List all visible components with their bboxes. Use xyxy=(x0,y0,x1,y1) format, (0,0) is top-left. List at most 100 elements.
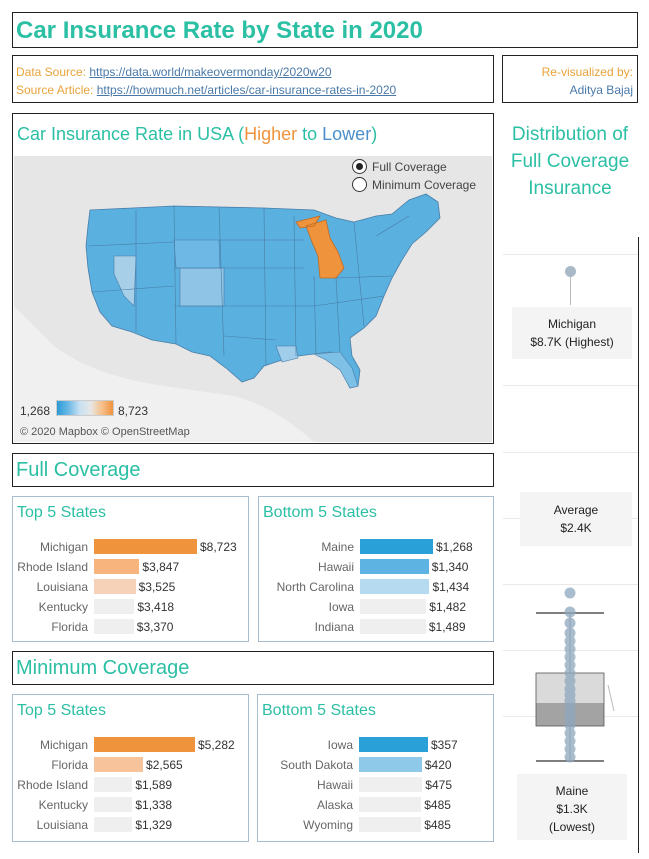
min-top5-title: Top 5 States xyxy=(17,702,106,719)
radio-full-coverage[interactable] xyxy=(352,159,367,174)
bar-row[interactable]: South Dakota $420 xyxy=(258,755,493,775)
state-florida[interactable] xyxy=(312,351,359,389)
full-coverage-title: Full Coverage xyxy=(16,459,141,481)
bar-row[interactable]: Maine $1,268 xyxy=(259,537,493,557)
bar[interactable] xyxy=(359,777,423,792)
bar-row[interactable]: Rhode Island $1,589 xyxy=(13,775,248,795)
usa-map[interactable] xyxy=(14,156,492,442)
bar-value-label: $3,847 xyxy=(142,560,180,574)
bar-row[interactable]: Kentucky $1,338 xyxy=(13,795,248,815)
map-canvas[interactable]: Full Coverage Minimum Coverage 1,268 8,7… xyxy=(14,156,492,442)
bar[interactable] xyxy=(94,757,144,772)
distribution-panel: Distribution of Full Coverage Insurance xyxy=(503,113,638,853)
full-top5-title: Top 5 States xyxy=(17,504,106,521)
bar[interactable] xyxy=(94,619,134,634)
bar-row[interactable]: Michigan $5,282 xyxy=(13,735,248,755)
bar-state-label: Hawaii xyxy=(316,778,353,792)
bar[interactable] xyxy=(360,579,430,594)
bar-row[interactable]: North Carolina $1,434 xyxy=(259,577,493,597)
radio-minimum-coverage-label[interactable]: Minimum Coverage xyxy=(372,178,477,192)
bar-row[interactable]: Louisiana $3,525 xyxy=(13,577,248,597)
bar[interactable] xyxy=(360,559,429,574)
bar[interactable] xyxy=(94,539,197,554)
bar[interactable] xyxy=(360,599,427,614)
author-name: Aditya Bajaj xyxy=(569,83,633,97)
data-source-link[interactable]: https://data.world/makeovermonday/2020w2… xyxy=(89,65,332,79)
highest-value: $8.7K (Highest) xyxy=(530,335,614,349)
legend-min: 1,268 xyxy=(20,404,51,418)
bar-value-label: $3,370 xyxy=(136,620,174,634)
state-colorado[interactable] xyxy=(179,267,225,307)
bar-row[interactable]: Kentucky $3,418 xyxy=(13,597,248,617)
bar[interactable] xyxy=(94,599,135,614)
bar[interactable] xyxy=(360,619,426,634)
average-tooltip: Average $2.4K xyxy=(520,492,632,546)
bar-row[interactable]: Rhode Island $3,847 xyxy=(13,557,248,577)
bar-row[interactable]: Hawaii $1,340 xyxy=(259,557,493,577)
bar-value-label: $2,565 xyxy=(146,758,183,772)
legend-gradient xyxy=(56,400,114,416)
bar[interactable] xyxy=(94,797,133,812)
map-attribution[interactable]: © 2020 Mapbox © OpenStreetMap xyxy=(20,426,190,438)
bar[interactable] xyxy=(359,757,422,772)
bar-state-label: Michigan xyxy=(39,540,88,554)
bar-value-label: $1,340 xyxy=(431,560,469,574)
bar-state-label: Florida xyxy=(51,620,88,634)
bar-row[interactable]: Louisiana $1,329 xyxy=(13,815,248,835)
bar-row[interactable]: Wyoming $485 xyxy=(258,815,493,835)
bar-row[interactable]: Hawaii $475 xyxy=(258,775,493,795)
bar-value-label: $1,268 xyxy=(436,540,473,554)
map-title-prefix: Car Insurance Rate in USA ( xyxy=(17,124,245,144)
bar[interactable] xyxy=(94,737,195,752)
state-nevada[interactable] xyxy=(113,255,137,307)
bar-state-label: Kentucky xyxy=(38,798,88,812)
bar-row[interactable]: Iowa $357 xyxy=(258,735,493,755)
bar[interactable] xyxy=(94,559,140,574)
full-coverage-header: Full Coverage xyxy=(12,453,494,487)
bar-row[interactable]: Florida $2,565 xyxy=(13,755,248,775)
bar-row[interactable]: Indiana $1,489 xyxy=(259,617,493,637)
distribution-points xyxy=(564,587,576,763)
radio-minimum-coverage[interactable] xyxy=(352,177,367,192)
credit-box: Re-visualized by: Aditya Bajaj xyxy=(502,55,638,103)
bar-state-label: Alaska xyxy=(316,798,353,812)
bar-value-label: $420 xyxy=(424,758,452,772)
source-article-link[interactable]: https://howmuch.net/articles/car-insuran… xyxy=(96,83,397,97)
minimum-coverage-header: Minimum Coverage xyxy=(12,651,494,685)
highest-state: Michigan xyxy=(547,317,597,331)
bar-state-label: Indiana xyxy=(314,620,354,634)
bar-value-label: $357 xyxy=(431,738,458,752)
map-title-suffix: ) xyxy=(371,124,378,144)
map-title-to: to xyxy=(297,124,323,144)
bar[interactable] xyxy=(94,579,136,594)
bar-state-label: Maine xyxy=(321,540,354,554)
bar-state-label: Michigan xyxy=(39,738,88,752)
bar-row[interactable]: Iowa $1,482 xyxy=(259,597,493,617)
data-source-label: Data Source: xyxy=(16,65,90,79)
bar[interactable] xyxy=(359,737,428,752)
bar-state-label: Wyoming xyxy=(303,818,353,832)
bar[interactable] xyxy=(94,817,133,832)
sources-box: Data Source: https://data.world/makeover… xyxy=(12,55,494,103)
state-michigan[interactable] xyxy=(295,215,345,279)
bar-state-label: North Carolina xyxy=(276,580,354,594)
highest-point[interactable] xyxy=(565,266,576,277)
state-louisiana[interactable] xyxy=(275,345,299,363)
bar-row[interactable]: Alaska $485 xyxy=(258,795,493,815)
bar[interactable] xyxy=(359,817,422,832)
bar-row[interactable]: Florida $3,370 xyxy=(13,617,248,637)
min-top5-rows: Michigan $5,282 Florida $2,565 Rhode Island $… xyxy=(13,735,248,835)
bar[interactable] xyxy=(360,539,433,554)
state-wyoming[interactable] xyxy=(173,239,221,269)
bar[interactable] xyxy=(359,797,422,812)
bar-state-label: Louisiana xyxy=(36,580,88,594)
box-plot[interactable] xyxy=(530,585,630,770)
bar-state-label: Rhode Island xyxy=(17,560,88,574)
distribution-title: Distribution of Full Coverage Insurance xyxy=(510,124,630,199)
bar-value-label: $475 xyxy=(425,778,452,792)
lowest-tag: (Lowest) xyxy=(548,820,595,834)
bar-row[interactable]: Michigan $8,723 xyxy=(13,537,248,557)
radio-full-coverage-label[interactable]: Full Coverage xyxy=(372,160,447,174)
lowest-value: $1.3K xyxy=(556,802,588,816)
bar[interactable] xyxy=(94,777,133,792)
